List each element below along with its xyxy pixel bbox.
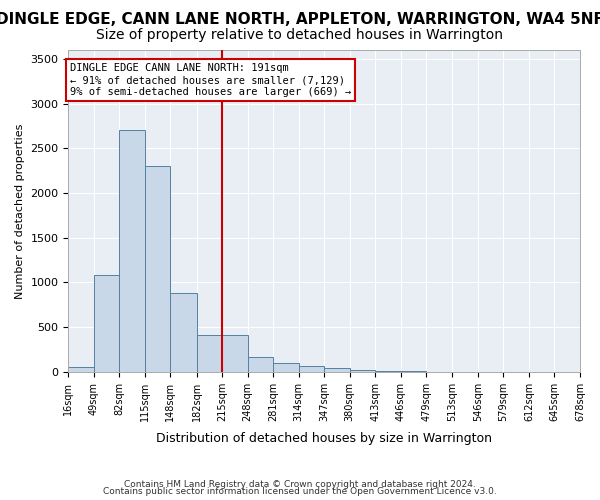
Bar: [119, 130, 145, 372]
Bar: [350, 370, 375, 372]
Y-axis label: Number of detached properties: Number of detached properties: [15, 123, 25, 298]
Text: Contains HM Land Registry data © Crown copyright and database right 2024.: Contains HM Land Registry data © Crown c…: [124, 480, 476, 489]
Text: Size of property relative to detached houses in Warrington: Size of property relative to detached ho…: [97, 28, 503, 42]
Bar: [273, 363, 299, 372]
Text: DINGLE EDGE, CANN LANE NORTH, APPLETON, WARRINGTON, WA4 5NF: DINGLE EDGE, CANN LANE NORTH, APPLETON, …: [0, 12, 600, 28]
Bar: [248, 358, 273, 372]
Bar: [222, 335, 248, 372]
Bar: [94, 276, 119, 372]
X-axis label: Distribution of detached houses by size in Warrington: Distribution of detached houses by size …: [156, 432, 492, 445]
Text: DINGLE EDGE CANN LANE NORTH: 191sqm
← 91% of detached houses are smaller (7,129): DINGLE EDGE CANN LANE NORTH: 191sqm ← 91…: [70, 64, 351, 96]
Bar: [170, 293, 197, 372]
Bar: [299, 366, 324, 372]
Bar: [197, 335, 222, 372]
Bar: [68, 368, 94, 372]
Bar: [324, 368, 350, 372]
Bar: [145, 166, 170, 372]
Text: Contains public sector information licensed under the Open Government Licence v3: Contains public sector information licen…: [103, 487, 497, 496]
Bar: [375, 371, 401, 372]
